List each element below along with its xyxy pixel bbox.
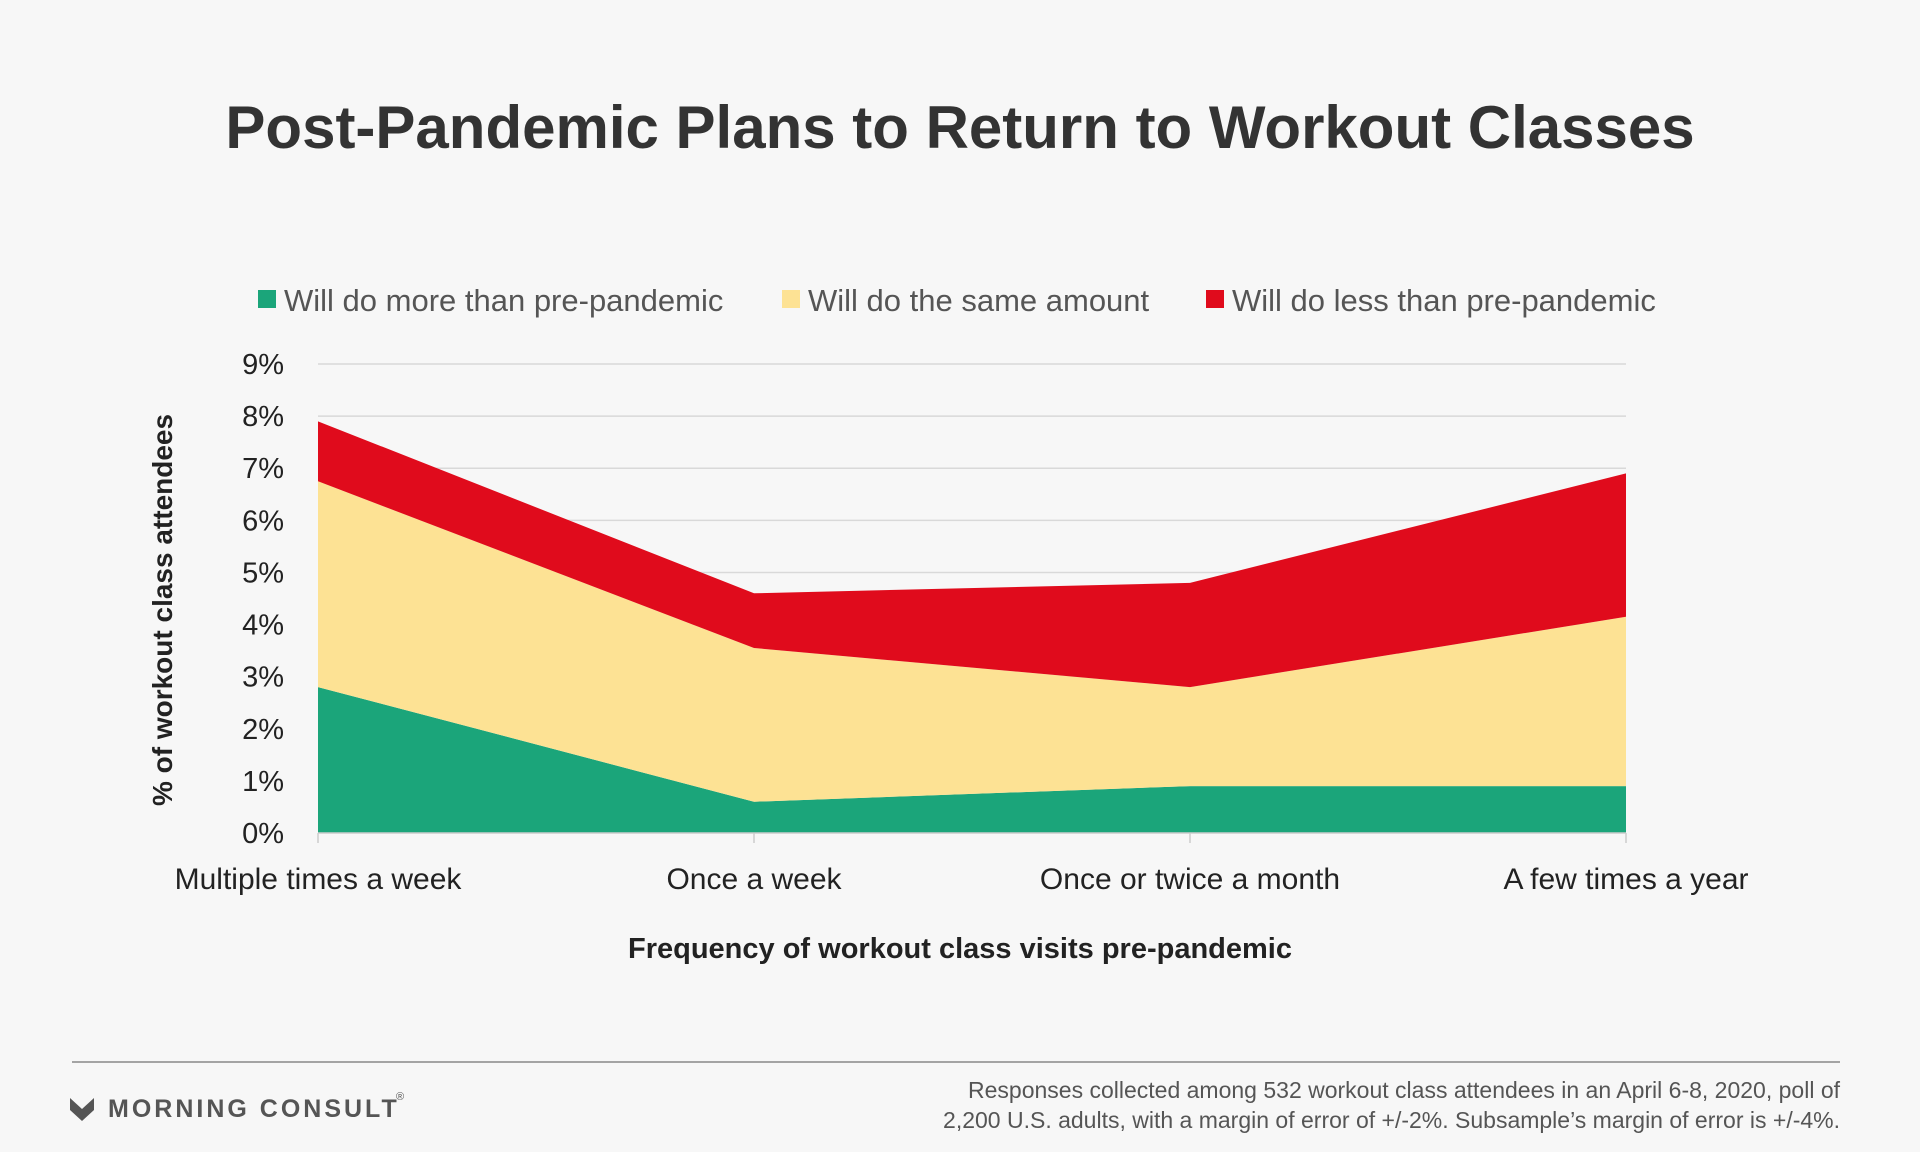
x-tick-label: Once a week — [666, 863, 842, 896]
y-tick-label: 6% — [242, 505, 284, 537]
legend-item: Will do the same amount — [782, 283, 1150, 318]
area-series-3 — [318, 421, 1626, 688]
legend-swatch — [1206, 290, 1224, 308]
y-tick-label: 1% — [242, 766, 284, 798]
x-axis-title: Frequency of workout class visits pre-pa… — [628, 933, 1292, 965]
legend-item: Will do more than pre-pandemic — [258, 283, 723, 318]
y-axis-ticks: 0% 1% 2% 3% 4% 5% 6% 7% 8% 9% — [242, 349, 284, 850]
chart-title: Post-Pandemic Plans to Return to Workout… — [225, 94, 1694, 161]
stacked-areas — [318, 421, 1626, 833]
y-tick-label: 8% — [242, 401, 284, 433]
legend-item: Will do less than pre-pandemic — [1206, 283, 1656, 318]
footer-note-line-2: 2,200 U.S. adults, with a margin of erro… — [943, 1107, 1840, 1133]
x-axis-ticks: Multiple times a week Once a week Once or … — [175, 832, 1749, 896]
y-tick-label: 9% — [242, 349, 284, 381]
x-tick-label: A few times a year — [1503, 863, 1748, 896]
y-tick-label: 4% — [242, 610, 284, 642]
morning-consult-logo-icon — [70, 1098, 94, 1121]
legend-swatch — [258, 290, 276, 308]
area-series-1 — [318, 687, 1626, 833]
x-tick-label: Once or twice a month — [1040, 863, 1340, 896]
x-tick-label: Multiple times a week — [175, 863, 463, 896]
y-tick-label: 7% — [242, 453, 284, 485]
y-tick-label: 5% — [242, 557, 284, 589]
brand-registered-mark: ® — [396, 1091, 404, 1103]
legend-label: Will do more than pre-pandemic — [284, 283, 723, 318]
legend: Will do more than pre-pandemic Will do th… — [258, 283, 1656, 318]
y-axis-title: % of workout class attendees — [147, 414, 178, 806]
brand-name: MORNING CONSULT — [108, 1095, 400, 1123]
area-series-2 — [318, 481, 1626, 802]
y-tick-label: 0% — [242, 818, 284, 850]
legend-label: Will do the same amount — [808, 283, 1150, 318]
footer-note-line-1: Responses collected among 532 workout cl… — [968, 1077, 1841, 1103]
y-tick-label: 3% — [242, 662, 284, 694]
legend-swatch — [782, 290, 800, 308]
y-tick-label: 2% — [242, 714, 284, 746]
legend-label: Will do less than pre-pandemic — [1232, 283, 1656, 318]
